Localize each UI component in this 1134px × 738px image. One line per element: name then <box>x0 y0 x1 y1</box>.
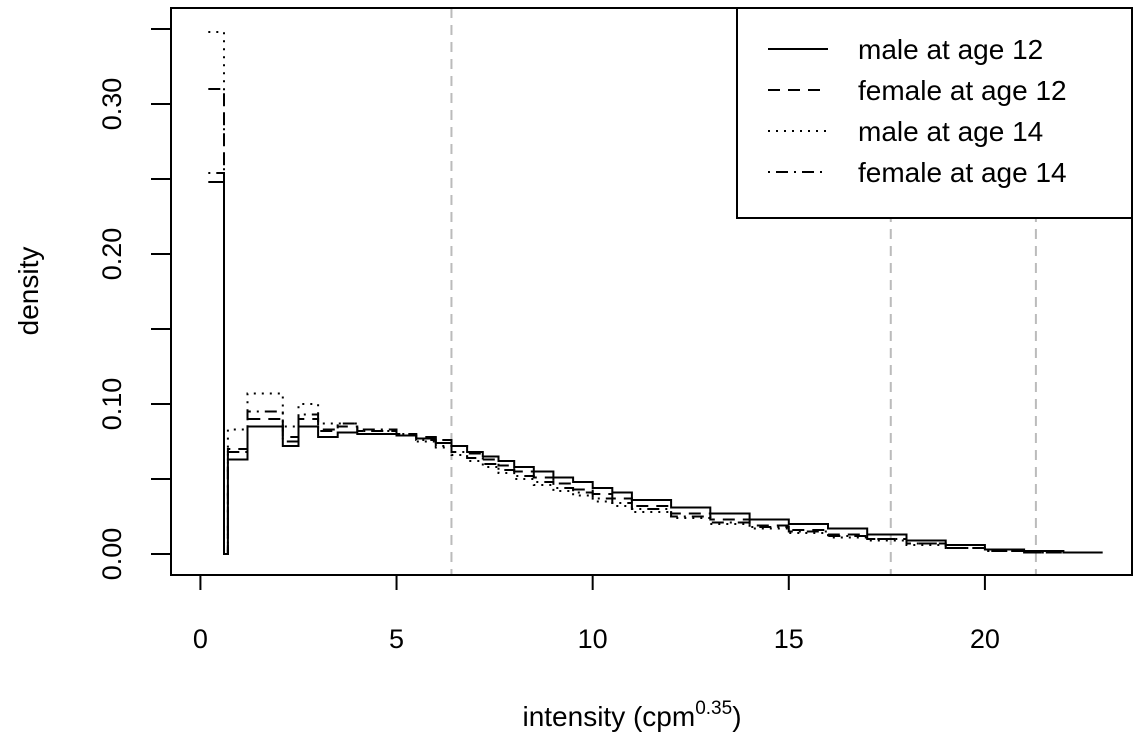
series-line-3 <box>208 172 1103 555</box>
series-line-0 <box>208 181 1103 555</box>
x-axis: 0 5 10 15 20 <box>193 574 1000 654</box>
y-tick-label-4: 0.20 <box>97 228 127 281</box>
y-tick-label-0: 0.00 <box>97 528 127 581</box>
legend-label-2: male at age 14 <box>858 116 1043 147</box>
series-layer <box>208 31 1103 555</box>
x-tick-label-0: 0 <box>193 624 208 654</box>
y-axis-title: density <box>13 247 44 336</box>
x-tick-label-3: 15 <box>774 624 804 654</box>
x-tick-label-2: 10 <box>578 624 608 654</box>
legend-label-3: female at age 14 <box>858 157 1067 188</box>
x-axis-title: intensity (cpm0.35) <box>522 698 741 732</box>
x-tick-label-4: 20 <box>970 624 1000 654</box>
y-tick-label-2: 0.10 <box>97 378 127 431</box>
legend-label-0: male at age 12 <box>858 34 1043 65</box>
legend-box <box>736 7 1133 219</box>
x-tick-label-1: 5 <box>389 624 404 654</box>
legend: male at age 12 female at age 12 male at ag… <box>736 7 1133 219</box>
y-tick-label-6: 0.30 <box>97 78 127 131</box>
y-axis: 0.00 0.10 0.20 0.30 <box>97 28 172 581</box>
legend-label-1: female at age 12 <box>858 75 1067 106</box>
